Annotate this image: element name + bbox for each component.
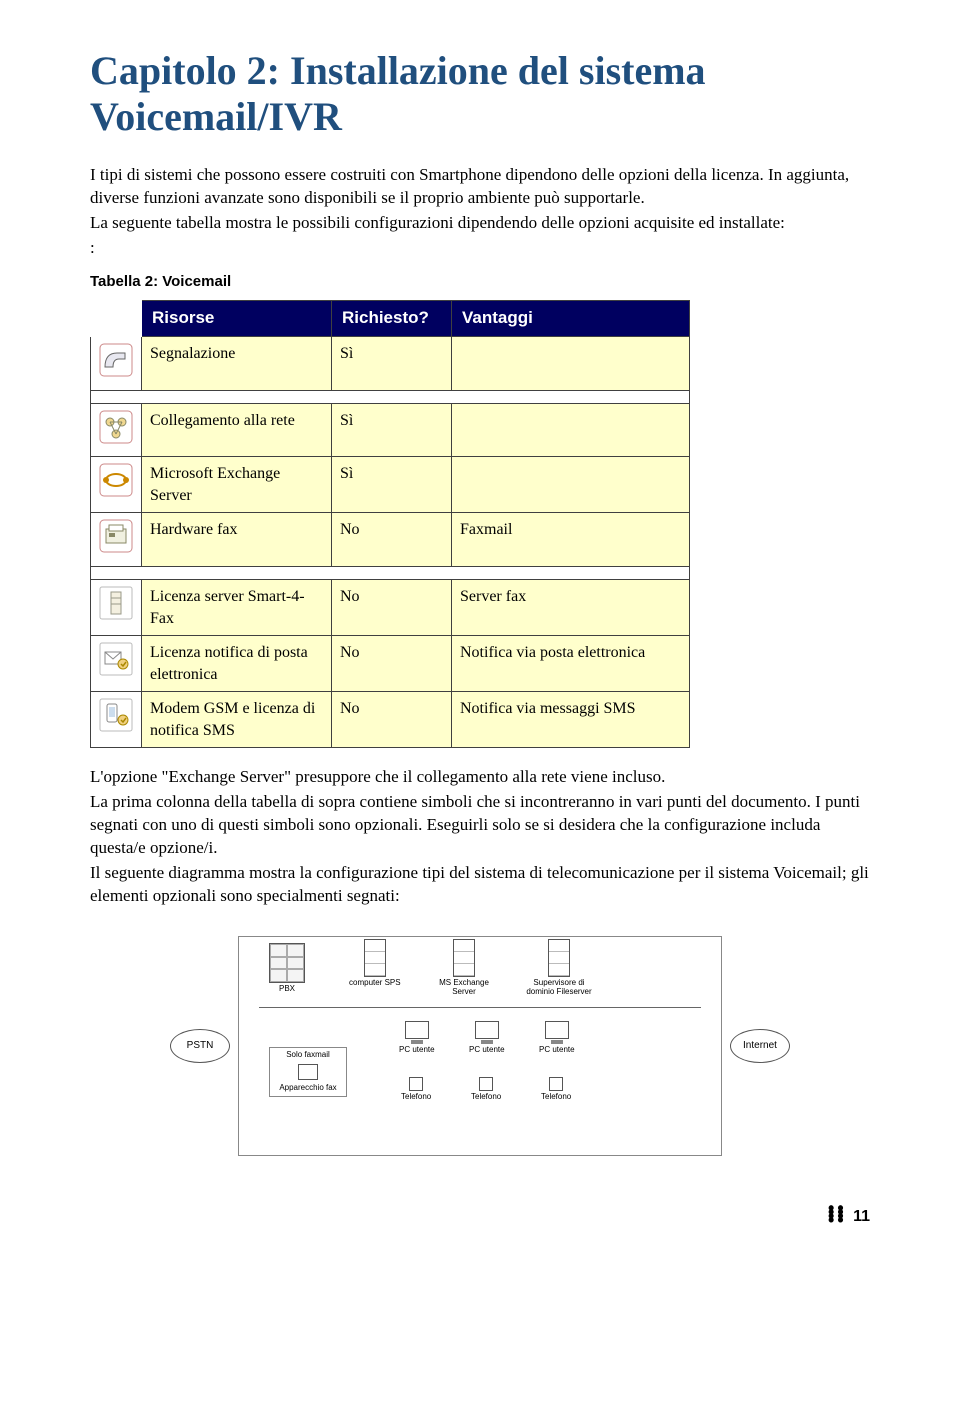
resource-cell: Segnalazione [142, 336, 332, 390]
diagram-fax-icon [298, 1064, 318, 1080]
page-title: Capitolo 2: Installazione del sistema Vo… [90, 48, 870, 140]
resource-cell: Licenza server Smart-4-Fax [142, 579, 332, 635]
diagram-pc-label-3: PC utente [539, 1045, 575, 1054]
diagram-pbx-label: PBX [279, 984, 295, 993]
advantage-cell: Server fax [452, 579, 690, 635]
table-row: Collegamento alla reteSì [91, 403, 690, 457]
intro-paragraph-2: La seguente tabella mostra le possibili … [90, 212, 870, 235]
diagram-fax-only-label: Solo faxmail [286, 1050, 330, 1059]
diagram-pc-icon [475, 1021, 499, 1039]
diagram-phone-icon [409, 1077, 423, 1091]
diagram-exchange-label: MS Exchange Server [439, 978, 489, 996]
diagram-sps-label: computer SPS [349, 978, 401, 987]
advantage-cell [452, 457, 690, 513]
required-cell: No [332, 692, 452, 748]
resource-cell: Licenza notifica di posta elettronica [142, 636, 332, 692]
table-row: Modem GSM e licenza di notifica SMSNoNot… [91, 692, 690, 748]
header-required: Richiesto? [332, 301, 452, 337]
advantage-cell: Notifica via messaggi SMS [452, 692, 690, 748]
network-icon [91, 403, 142, 457]
required-cell: No [332, 636, 452, 692]
email-lic-icon [91, 636, 142, 692]
table-row: Microsoft Exchange ServerSì [91, 457, 690, 513]
advantage-cell: Notifica via posta elettronica [452, 636, 690, 692]
diagram-phone-label-1: Telefono [401, 1092, 431, 1101]
resource-cell: Hardware fax [142, 513, 332, 567]
closing-paragraph-3: Il seguente diagramma mostra la configur… [90, 862, 870, 908]
network-diagram: PSTN PBX computer SPS MS Exchange Server… [170, 936, 790, 1156]
table-row: Hardware faxNoFaxmail [91, 513, 690, 567]
voicemail-table: Risorse Richiesto? Vantaggi Segnalazione… [90, 300, 690, 748]
diagram-phone-icon [479, 1077, 493, 1091]
resource-cell: Collegamento alla rete [142, 403, 332, 457]
resource-cell: Microsoft Exchange Server [142, 457, 332, 513]
exchange-icon [91, 457, 142, 513]
phone-icon [91, 336, 142, 390]
diagram-pstn-cloud: PSTN [170, 1029, 230, 1063]
page-footer: • •• •• •• • 11 [90, 1206, 870, 1228]
header-icon-col [91, 301, 142, 337]
header-advantage: Vantaggi [452, 301, 690, 337]
required-cell: No [332, 513, 452, 567]
footer-dots-icon: • •• •• •• • [828, 1206, 843, 1222]
table-group-spacer [91, 390, 690, 403]
table-group-spacer [91, 566, 690, 579]
diagram-sps-icon [364, 939, 386, 977]
diagram-domain-icon [548, 939, 570, 977]
required-cell: No [332, 579, 452, 635]
diagram-pc-icon [405, 1021, 429, 1039]
page-number: 11 [853, 1208, 870, 1225]
table-row: Licenza notifica di posta elettronicaNoN… [91, 636, 690, 692]
server-lic-icon [91, 579, 142, 635]
required-cell: Sì [332, 403, 452, 457]
resource-cell: Modem GSM e licenza di notifica SMS [142, 692, 332, 748]
closing-paragraph-1: L'opzione "Exchange Server" presuppore c… [90, 766, 870, 789]
closing-paragraph-2: La prima colonna della tabella di sopra … [90, 791, 870, 860]
advantage-cell [452, 403, 690, 457]
diagram-phone-label-2: Telefono [471, 1092, 501, 1101]
fax-hw-icon [91, 513, 142, 567]
advantage-cell: Faxmail [452, 513, 690, 567]
diagram-pbx-icon [269, 943, 305, 983]
diagram-pc-label-2: PC utente [469, 1045, 505, 1054]
table-header-row: Risorse Richiesto? Vantaggi [91, 301, 690, 337]
intro-colon: : [90, 237, 870, 260]
diagram-bus-line [259, 1007, 701, 1008]
diagram-pc-label-1: PC utente [399, 1045, 435, 1054]
diagram-internet-cloud: Internet [730, 1029, 790, 1063]
diagram-exchange-icon [453, 939, 475, 977]
table-caption: Tabella 2: Voicemail [90, 272, 870, 292]
intro-paragraph-1: I tipi di sistemi che possono essere cos… [90, 164, 870, 210]
header-resource: Risorse [142, 301, 332, 337]
table-row: SegnalazioneSì [91, 336, 690, 390]
sms-lic-icon [91, 692, 142, 748]
required-cell: Sì [332, 336, 452, 390]
diagram-pc-icon [545, 1021, 569, 1039]
advantage-cell [452, 336, 690, 390]
diagram-phone-label-3: Telefono [541, 1092, 571, 1101]
diagram-fax-device-label: Apparecchio fax [279, 1083, 336, 1092]
table-row: Licenza server Smart-4-FaxNoServer fax [91, 579, 690, 635]
required-cell: Sì [332, 457, 452, 513]
diagram-phone-icon [549, 1077, 563, 1091]
diagram-domain-label: Supervisore di dominio Fileserver [526, 978, 591, 996]
